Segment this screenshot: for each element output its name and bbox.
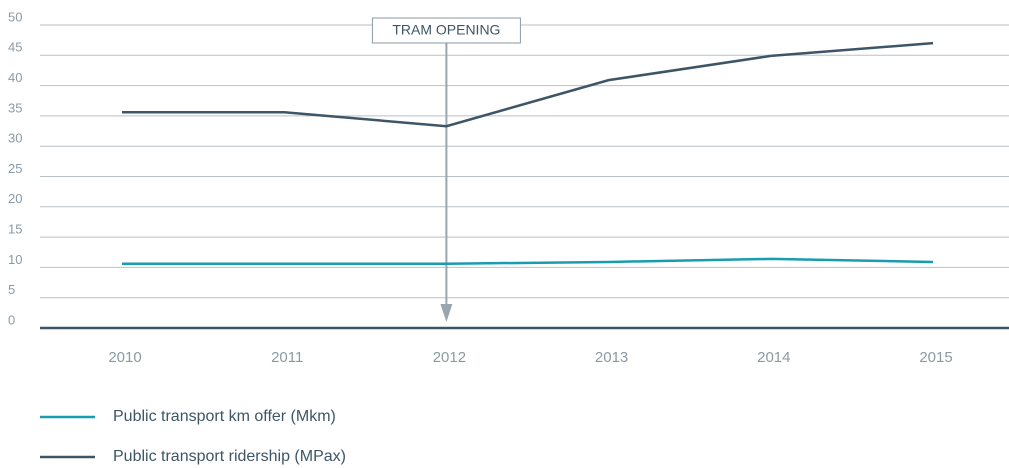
series-line [122, 257, 934, 266]
annotation-box [371, 17, 521, 44]
y-tick-label: 10 [8, 252, 22, 267]
y-tick-label: 35 [8, 100, 22, 115]
y-tick-label: 45 [8, 40, 22, 55]
y-tick-label: 0 [8, 312, 15, 327]
x-tick-label: 2011 [271, 349, 303, 366]
y-tick-label: 15 [8, 222, 22, 237]
annotation-arrowhead [440, 304, 453, 322]
y-tick-label: 25 [8, 161, 22, 176]
legend-label: Public transport ridership (MPax) [113, 448, 346, 465]
x-tick-label: 2015 [919, 349, 952, 366]
x-tick-label: 2013 [595, 349, 628, 366]
x-tick-label: 2014 [757, 349, 790, 366]
y-tick-label: 40 [8, 70, 22, 85]
y-tick-label: 5 [8, 282, 15, 297]
y-tick-label: 50 [8, 9, 22, 24]
annotation-text: TRAM OPENING [392, 22, 500, 38]
x-tick-label: 2010 [108, 349, 141, 366]
y-tick-label: 20 [8, 191, 22, 206]
x-tick-label: 2012 [433, 349, 466, 366]
series-line [122, 41, 934, 128]
y-tick-label: 30 [8, 131, 22, 146]
legend-label: Public transport km offer (Mkm) [113, 408, 336, 425]
